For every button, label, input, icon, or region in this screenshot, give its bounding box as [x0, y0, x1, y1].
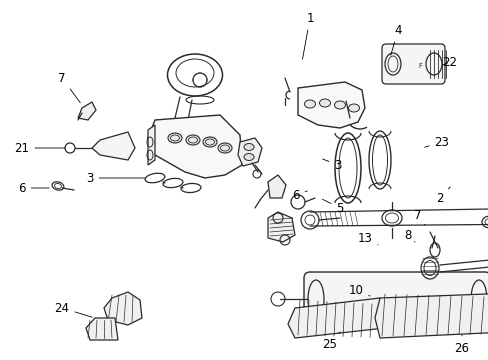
Text: 1: 1 [302, 12, 313, 59]
Polygon shape [238, 138, 262, 166]
Ellipse shape [304, 100, 315, 108]
Polygon shape [86, 318, 118, 340]
Polygon shape [78, 102, 96, 120]
Text: 27: 27 [0, 359, 1, 360]
Text: 17: 17 [0, 359, 1, 360]
FancyBboxPatch shape [304, 272, 488, 326]
Ellipse shape [168, 133, 182, 143]
Text: 7: 7 [58, 72, 80, 103]
Text: 25: 25 [322, 332, 339, 351]
Text: 14: 14 [0, 359, 1, 360]
Text: 26: 26 [453, 335, 468, 355]
Text: 11: 11 [0, 359, 1, 360]
Text: 22: 22 [442, 55, 457, 68]
Polygon shape [148, 115, 242, 178]
Polygon shape [92, 132, 135, 160]
Polygon shape [148, 125, 155, 165]
FancyBboxPatch shape [381, 44, 444, 84]
Ellipse shape [203, 137, 217, 147]
Text: 18: 18 [0, 359, 1, 360]
Text: 4: 4 [390, 23, 401, 55]
Text: 13: 13 [357, 231, 377, 245]
Polygon shape [287, 298, 384, 338]
Polygon shape [267, 175, 285, 198]
Text: 6: 6 [292, 189, 307, 202]
Text: 15: 15 [0, 359, 1, 360]
Text: 16: 16 [0, 359, 1, 360]
Text: 23: 23 [424, 135, 448, 149]
Text: 5: 5 [322, 199, 343, 215]
Polygon shape [297, 82, 364, 128]
Text: 21: 21 [15, 141, 65, 154]
Polygon shape [374, 292, 488, 338]
Text: 12: 12 [0, 359, 1, 360]
Polygon shape [104, 292, 142, 325]
Ellipse shape [185, 135, 200, 145]
Text: 19: 19 [0, 359, 1, 360]
Ellipse shape [244, 153, 253, 161]
Text: 9: 9 [0, 359, 1, 360]
Ellipse shape [218, 143, 231, 153]
Text: 24: 24 [54, 302, 92, 317]
Polygon shape [267, 212, 294, 242]
Ellipse shape [334, 101, 345, 109]
Text: F: F [417, 63, 421, 69]
Text: 7: 7 [413, 208, 424, 225]
Ellipse shape [244, 144, 253, 150]
Text: 3: 3 [86, 171, 145, 185]
Text: 3: 3 [322, 158, 341, 171]
Text: 2: 2 [435, 187, 449, 204]
Text: 6: 6 [18, 181, 49, 194]
Ellipse shape [348, 104, 359, 112]
Text: 20: 20 [0, 359, 1, 360]
Ellipse shape [319, 99, 330, 107]
Text: 10: 10 [348, 284, 369, 297]
Text: 8: 8 [404, 229, 414, 242]
